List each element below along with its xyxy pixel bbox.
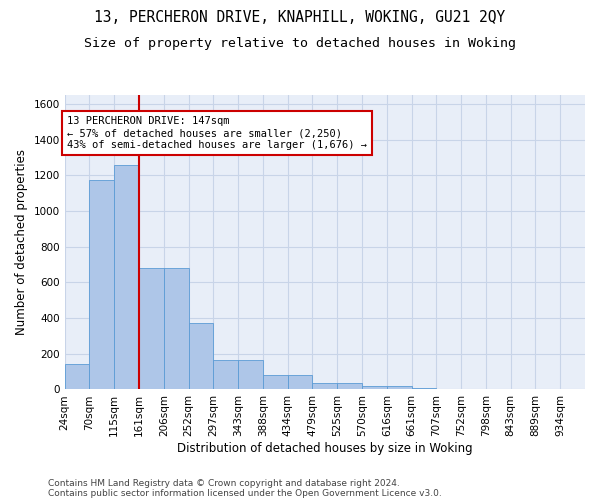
Text: Contains HM Land Registry data © Crown copyright and database right 2024.: Contains HM Land Registry data © Crown c… <box>48 478 400 488</box>
Bar <box>337 383 362 390</box>
Bar <box>263 375 287 390</box>
Bar <box>412 388 436 390</box>
Bar <box>214 360 238 390</box>
Bar <box>287 375 313 390</box>
Bar <box>313 383 337 390</box>
Bar <box>238 360 263 390</box>
Bar <box>362 386 387 390</box>
Bar <box>387 386 412 390</box>
Y-axis label: Number of detached properties: Number of detached properties <box>15 149 28 335</box>
Bar <box>89 180 114 390</box>
Bar <box>65 364 89 390</box>
Text: Size of property relative to detached houses in Woking: Size of property relative to detached ho… <box>84 38 516 51</box>
Text: 13, PERCHERON DRIVE, KNAPHILL, WOKING, GU21 2QY: 13, PERCHERON DRIVE, KNAPHILL, WOKING, G… <box>94 10 506 25</box>
Bar <box>164 268 188 390</box>
Text: Contains public sector information licensed under the Open Government Licence v3: Contains public sector information licen… <box>48 488 442 498</box>
Bar <box>114 164 139 390</box>
Bar <box>139 268 164 390</box>
Text: 13 PERCHERON DRIVE: 147sqm
← 57% of detached houses are smaller (2,250)
43% of s: 13 PERCHERON DRIVE: 147sqm ← 57% of deta… <box>67 116 367 150</box>
X-axis label: Distribution of detached houses by size in Woking: Distribution of detached houses by size … <box>177 442 473 455</box>
Bar <box>188 324 214 390</box>
